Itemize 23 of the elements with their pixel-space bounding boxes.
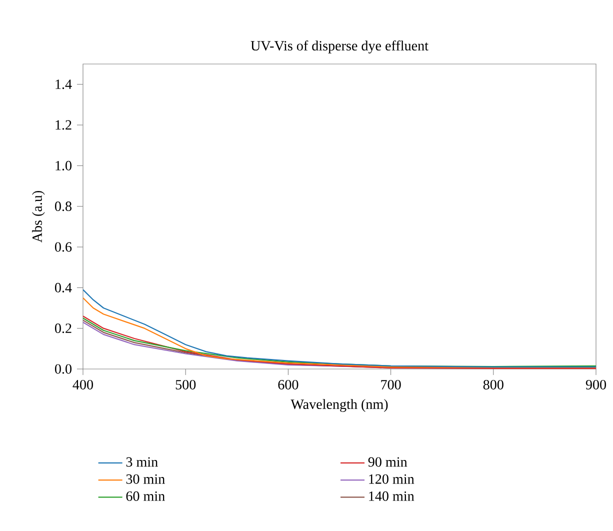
- legend-label: 90 min: [368, 457, 408, 467]
- y-tick-label: 1.4: [56, 80, 72, 90]
- y-tick-label: 0.6: [54, 242, 72, 252]
- x-tick-label: 900: [586, 380, 606, 390]
- y-tick-label: 1.0: [56, 160, 72, 170]
- y-tick-label: 0.8: [54, 202, 72, 212]
- x-axis-title: Wavelength (nm): [290, 399, 388, 412]
- legend-label: 30 min: [126, 474, 165, 484]
- y-tick-label: 0.2: [54, 324, 72, 334]
- x-tick-label: 800: [483, 380, 504, 390]
- x-tick-label: 600: [278, 380, 298, 390]
- y-tick-label: 1.2: [56, 120, 72, 130]
- y-axis-title: Abs (a.u): [32, 190, 45, 243]
- x-tick-label: 400: [72, 380, 94, 390]
- y-tick-label: 0.0: [54, 364, 72, 374]
- legend-label: 60 min: [126, 491, 165, 501]
- legend-label: 3 min: [126, 457, 158, 467]
- y-tick-label: 0.4: [54, 282, 72, 292]
- legend-label: 140 min: [369, 491, 414, 501]
- x-tick-label: 700: [381, 380, 401, 390]
- legend-label: 120 min: [369, 474, 414, 484]
- chart-title: UV-Vis of disperse dye effluent: [250, 40, 428, 54]
- x-tick-label: 500: [176, 380, 196, 390]
